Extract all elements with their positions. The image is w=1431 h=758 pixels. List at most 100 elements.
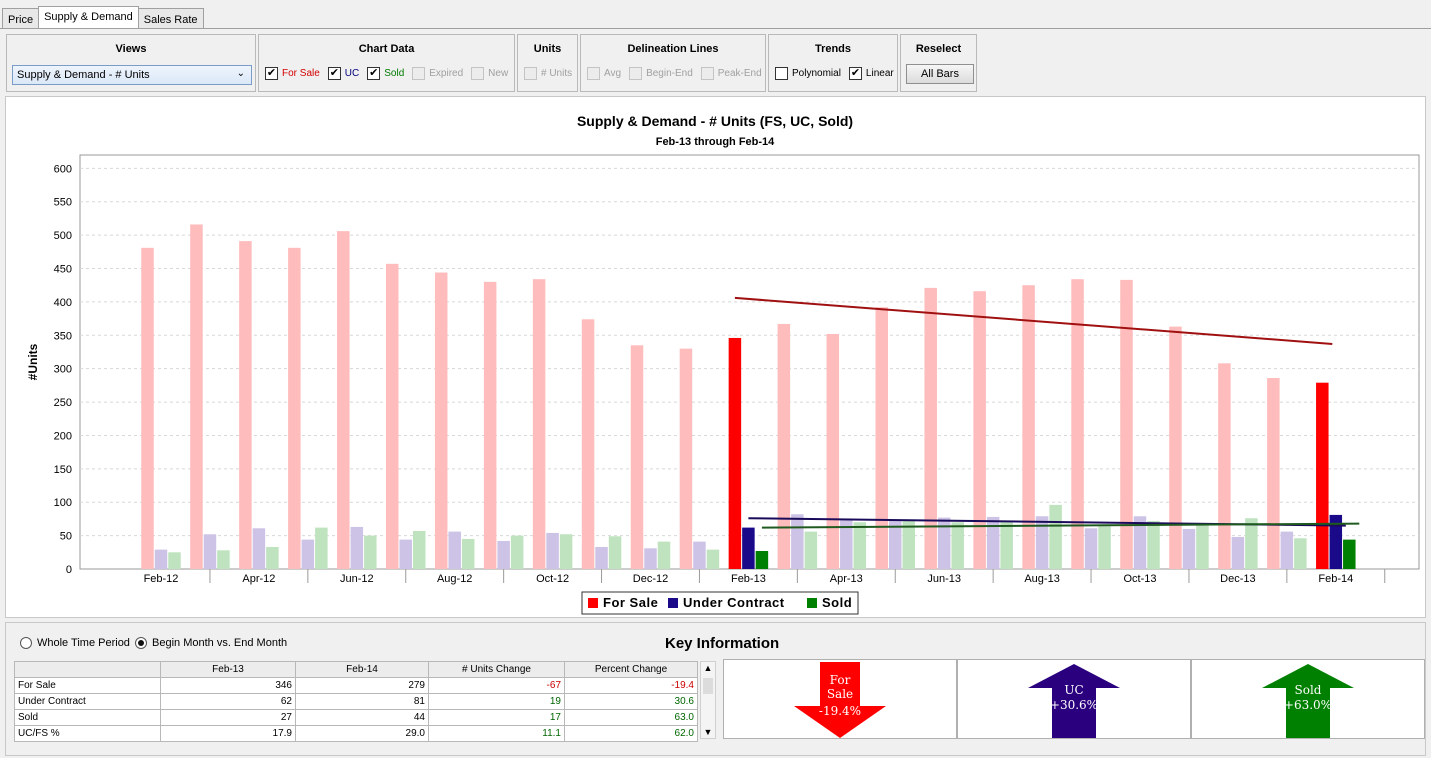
- bar-for-sale: [875, 307, 888, 569]
- bar-under-contract: [350, 526, 364, 569]
- bar-under-contract: [203, 534, 217, 569]
- checkbox-linear[interactable]: ✔ Linear: [848, 67, 894, 80]
- table-cell: 17.9: [160, 725, 296, 742]
- radio-button[interactable]: [20, 637, 32, 649]
- chevron-down-icon[interactable]: ⌄: [236, 68, 245, 79]
- radio-begin-vs-end[interactable]: Begin Month vs. End Month: [135, 637, 287, 649]
- checkbox-box: [587, 67, 600, 80]
- views-selected-value: Supply & Demand - # Units: [17, 69, 150, 81]
- key-card-sold: Sold +63.0%: [1191, 659, 1425, 739]
- bar-for-sale: [386, 263, 399, 569]
- trends-title: Trends: [814, 43, 852, 55]
- table-cell: 62: [160, 693, 296, 710]
- bar-sold: [364, 535, 377, 569]
- chart-data-options: ✔ For Sale ✔ UC ✔ Sold Expired New: [259, 67, 514, 80]
- bar-sold: [1098, 526, 1111, 569]
- checkbox-label: Begin-End: [646, 68, 693, 79]
- checkbox-box[interactable]: ✔: [327, 67, 341, 80]
- reselect-title: Reselect: [915, 43, 962, 55]
- arrow-down-icon: [794, 662, 886, 738]
- delineation-options: Avg Begin-End Peak-End: [581, 67, 765, 80]
- bar-under-contract: [1084, 528, 1098, 569]
- bar-for-sale: [1316, 382, 1329, 569]
- legend-swatch: [807, 598, 817, 608]
- legend-label: Under Contract: [683, 595, 785, 610]
- bar-sold: [168, 552, 181, 569]
- checkbox-polynomial[interactable]: Polynomial: [775, 67, 841, 80]
- views-select[interactable]: Supply & Demand - # Units ⌄: [12, 65, 252, 85]
- bar-for-sale: [1218, 363, 1231, 569]
- bar-for-sale: [826, 333, 840, 569]
- bar-for-sale: [1267, 378, 1280, 569]
- bar-under-contract: [1231, 536, 1245, 569]
- y-tick-label: 50: [60, 531, 72, 543]
- scroll-down-icon[interactable]: ▼: [703, 727, 713, 737]
- scroll-thumb[interactable]: [703, 678, 713, 694]
- chart-subtitle: Feb-13 through Feb-14: [656, 136, 775, 148]
- radio-label: Whole Time Period: [37, 637, 130, 649]
- bar-under-contract: [742, 527, 755, 569]
- checkbox-sold[interactable]: ✔ Sold: [367, 67, 404, 80]
- bar-under-contract: [1035, 516, 1049, 569]
- table-row: Sold 27 44 17 63.0: [14, 709, 698, 726]
- bar-sold: [706, 549, 720, 569]
- radio-button[interactable]: [135, 637, 147, 649]
- bar-for-sale: [434, 272, 448, 569]
- bar-under-contract: [154, 549, 168, 569]
- table-scrollbar[interactable]: ▲ ▼: [700, 661, 716, 739]
- checkbox-for-sale[interactable]: ✔ For Sale: [265, 67, 320, 80]
- y-tick-label: 400: [54, 297, 72, 309]
- bar-sold: [1147, 520, 1160, 569]
- bar-for-sale: [973, 291, 986, 569]
- table-cell: 29.0: [295, 725, 429, 742]
- table-cell: 44: [295, 709, 429, 726]
- y-tick-label: 150: [54, 464, 72, 476]
- checkbox-box[interactable]: ✔: [367, 67, 381, 80]
- tab-supply-demand[interactable]: Supply & Demand: [38, 6, 139, 28]
- checkbox--units: # Units: [524, 67, 572, 80]
- key-card-text: Sold: [1295, 683, 1322, 697]
- checkbox-box[interactable]: [775, 67, 788, 80]
- tab-sales-rate[interactable]: Sales Rate: [137, 8, 204, 28]
- chart-panel: 0 50 100 150 200 250 300 350 400 450 500 550 600 Supp…: [5, 96, 1426, 618]
- bar-under-contract: [1182, 528, 1196, 569]
- radio-whole-time-period[interactable]: Whole Time Period: [20, 637, 130, 649]
- checkbox-label: For Sale: [282, 68, 320, 79]
- x-tick-label: Oct-12: [536, 573, 569, 585]
- checkbox-box[interactable]: ✔: [848, 67, 862, 80]
- checkbox-uc[interactable]: ✔ UC: [327, 67, 359, 80]
- x-tick-label: Feb-13: [731, 573, 766, 585]
- y-tick-label: 450: [54, 264, 72, 276]
- x-tick-label: Dec-13: [1220, 573, 1255, 585]
- bar-for-sale: [483, 281, 497, 569]
- tab-divider: [0, 28, 1431, 29]
- checkbox-box[interactable]: ✔: [265, 67, 278, 80]
- bar-under-contract: [497, 540, 510, 569]
- trend-line: [734, 296, 1333, 345]
- all-bars-button[interactable]: All Bars: [906, 64, 974, 84]
- checkbox-avg: Avg: [587, 67, 621, 80]
- x-tick-label: Jun-12: [340, 573, 374, 585]
- tab-price[interactable]: Price: [2, 8, 40, 28]
- table-cell: -67: [428, 677, 565, 694]
- x-tick-label: Apr-13: [830, 573, 863, 585]
- bar-sold: [657, 541, 671, 569]
- scroll-up-icon[interactable]: ▲: [703, 663, 713, 673]
- y-tick-label: 300: [54, 364, 72, 376]
- x-tick-label: Feb-14: [1318, 573, 1353, 585]
- y-tick-label: 200: [54, 430, 72, 442]
- table-header: [14, 661, 161, 678]
- chart-data-group: Chart Data ✔ For Sale ✔ UC ✔ Sold Expired New: [258, 34, 515, 92]
- table-header: # Units Change: [428, 661, 565, 678]
- bar-for-sale: [1071, 279, 1084, 569]
- units-options: # Units: [518, 67, 577, 80]
- table-cell: 62.0: [564, 725, 698, 742]
- views-title: Views: [115, 43, 147, 55]
- delineation-title: Delineation Lines: [627, 43, 719, 55]
- bar-sold: [1245, 518, 1258, 569]
- checkbox-label: Sold: [384, 68, 405, 79]
- bar-under-contract: [252, 528, 266, 569]
- bar-sold: [461, 538, 475, 569]
- checkbox-peak-end: Peak-End: [700, 67, 762, 80]
- bar-under-contract: [399, 539, 412, 569]
